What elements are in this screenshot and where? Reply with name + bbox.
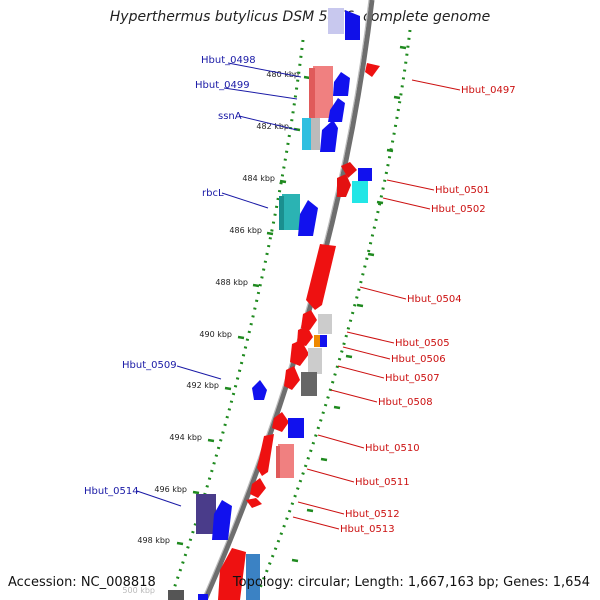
gene-label-left[interactable]: rbcL: [202, 188, 224, 199]
tick-label: 488 kbp: [215, 278, 248, 287]
gene-label-left[interactable]: Hbut_0509: [122, 360, 177, 371]
tick-label: 482 kbp: [256, 122, 289, 131]
right-callouts: Hbut_0497 Hbut_0501 Hbut_0502 Hbut_0504 …: [292, 79, 516, 535]
tick-mark: [306, 508, 314, 513]
genome-info-text: Topology: circular; Length: 1,667,163 bp…: [232, 575, 590, 590]
gene-block: [308, 348, 322, 374]
gene-arrow: [337, 174, 351, 197]
gene-block: [352, 181, 368, 203]
tick-label: 490 kbp: [199, 330, 232, 339]
gene-label-right[interactable]: Hbut_0512: [345, 509, 400, 520]
tick-mark: [320, 457, 328, 462]
gene-label-left[interactable]: Hbut_0499: [195, 80, 250, 91]
gene-arrow: [252, 380, 267, 400]
gene-block: [288, 418, 304, 438]
gene-block: [309, 68, 315, 118]
gene-label-right[interactable]: Hbut_0508: [378, 397, 433, 408]
gene-label-right[interactable]: Hbut_0506: [391, 354, 446, 365]
tick-mark: [345, 354, 353, 359]
gene-block: [314, 335, 321, 347]
gene-label-left[interactable]: Hbut_0498: [201, 55, 256, 66]
gene-block: [279, 196, 284, 230]
gene-arrow: [333, 72, 350, 96]
gene-block: [328, 8, 344, 34]
gene-arrow: [328, 98, 345, 122]
tick-mark: [176, 541, 184, 546]
tick-mark: [399, 45, 407, 50]
tick-mark: [224, 386, 232, 391]
left-callouts: Hbut_0498 Hbut_0499 ssnA rbcL Hbut_0509 …: [84, 55, 302, 507]
gene-label-left[interactable]: ssnA: [218, 111, 242, 122]
gene-label-right[interactable]: Hbut_0510: [365, 443, 420, 454]
gene-block: [320, 335, 327, 347]
gene-arrow: [257, 434, 274, 476]
gene-arrow: [365, 63, 380, 77]
gene-arrow: [290, 340, 309, 366]
tick-mark: [252, 283, 260, 288]
tick-mark: [279, 179, 287, 184]
gene-label-right[interactable]: Hbut_0505: [395, 338, 450, 349]
gene-block: [196, 494, 216, 534]
tick-mark: [356, 303, 364, 308]
gene-block: [313, 66, 333, 118]
tick-label: 486 kbp: [229, 226, 262, 235]
gene-label-right[interactable]: Hbut_0504: [407, 294, 462, 305]
gene-label-right[interactable]: Hbut_0511: [355, 477, 410, 488]
gene-label-right[interactable]: Hbut_0497: [461, 85, 516, 96]
tick-mark: [376, 200, 384, 205]
tick-mark: [367, 252, 375, 257]
gene-block: [302, 118, 312, 150]
tick-mark: [237, 335, 245, 340]
inner-dotted-track: [168, 39, 305, 600]
gene-arrow: [284, 366, 300, 390]
gene-block: [278, 444, 294, 478]
gene-block: [318, 314, 332, 334]
gene-block: [311, 118, 320, 150]
gene-block: [301, 372, 317, 396]
gene-arrow: [218, 548, 246, 600]
accession-text: Accession: NC_008818: [8, 575, 156, 590]
gene-label-right[interactable]: Hbut_0513: [340, 524, 395, 535]
gene-arrow: [341, 162, 357, 178]
gene-block: [276, 446, 280, 478]
gene-arrow: [306, 244, 336, 310]
gene-arrow: [301, 310, 317, 330]
tick-mark: [333, 405, 341, 410]
tick-label: 500 kbp: [122, 586, 155, 595]
tick-mark: [291, 558, 299, 563]
tick-label: 498 kbp: [137, 536, 170, 545]
tick-label: 494 kbp: [169, 433, 202, 442]
tick-label: 492 kbp: [186, 381, 219, 390]
gene-arrow: [345, 10, 360, 40]
gene-arrow: [250, 478, 266, 498]
tick-mark: [192, 490, 200, 495]
gene-arrow: [272, 412, 289, 432]
gene-block: [358, 168, 372, 181]
gene-block: [246, 554, 260, 600]
gene-label-right[interactable]: Hbut_0502: [431, 204, 486, 215]
tick-label: 480 kbp: [266, 70, 299, 79]
gene-arrow: [246, 498, 262, 508]
tick-label: 484 kbp: [242, 174, 275, 183]
gene-arrow: [320, 120, 338, 152]
tick-mark: [207, 438, 215, 443]
gene-block: [198, 594, 208, 600]
tick-mark: [266, 231, 274, 236]
gene-features: [168, 8, 380, 600]
tick-label: 496 kbp: [154, 485, 187, 494]
gene-arrow: [298, 200, 318, 236]
gene-label-right[interactable]: Hbut_0501: [435, 185, 490, 196]
gene-label-left[interactable]: Hbut_0514: [84, 486, 139, 497]
gene-block: [282, 194, 300, 230]
gene-arrow: [212, 500, 232, 540]
tick-mark: [393, 95, 401, 100]
map-title: Hyperthermus butylicus DSM 5456, complet…: [109, 9, 491, 25]
tick-mark: [386, 148, 394, 153]
gene-block: [168, 590, 184, 600]
tick-labels: 480 kbp 482 kbp 484 kbp 486 kbp 488 kbp …: [122, 70, 299, 595]
gene-label-right[interactable]: Hbut_0507: [385, 373, 440, 384]
